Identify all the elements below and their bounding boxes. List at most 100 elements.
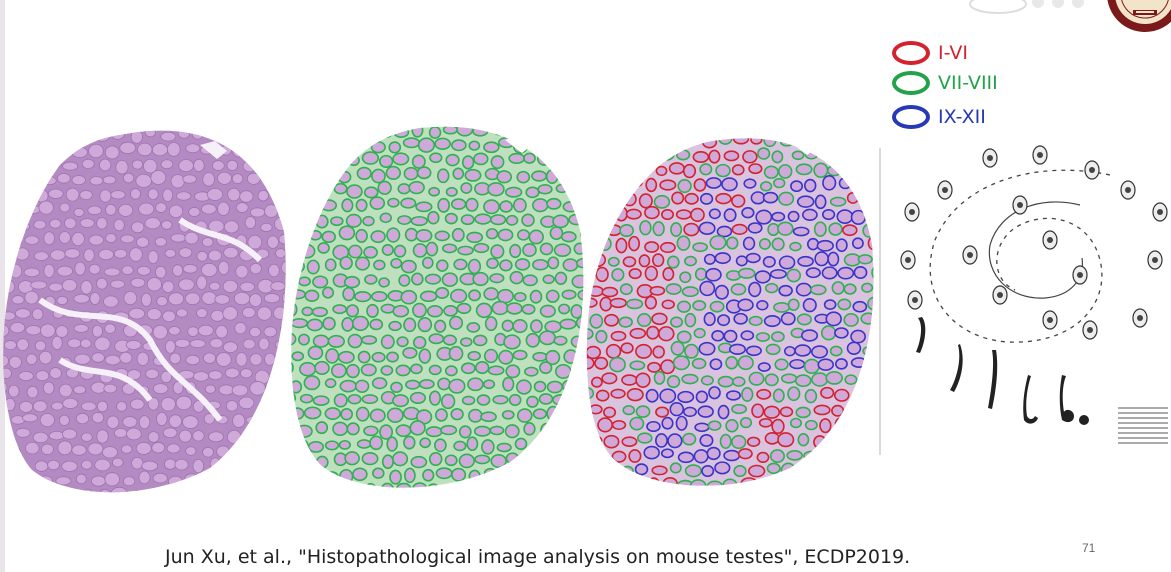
tubule [700, 375, 714, 386]
tubule [634, 463, 649, 476]
tubule [601, 372, 618, 385]
tubule [428, 364, 442, 376]
tubule [380, 482, 395, 488]
tubule [689, 479, 707, 486]
tubule [723, 208, 737, 223]
tubule [581, 470, 584, 484]
tubule [668, 162, 685, 175]
tubule [850, 357, 868, 368]
tubule [522, 126, 540, 137]
tubule [116, 401, 128, 412]
tubule [135, 441, 152, 455]
tubule [151, 441, 166, 454]
tubule [803, 178, 817, 193]
cell-nucleus-icon [909, 209, 915, 215]
tubule [341, 316, 354, 332]
tubule [676, 149, 691, 161]
tubule [274, 340, 286, 350]
tubule [387, 197, 400, 208]
tubule [162, 188, 174, 203]
tubule [333, 393, 348, 408]
tubule [3, 233, 6, 244]
tubule [154, 112, 164, 126]
tubule [771, 211, 786, 222]
tubule [338, 138, 351, 152]
tubule [330, 216, 344, 227]
tubule [456, 126, 474, 137]
tubule [628, 149, 645, 160]
tubule [89, 176, 104, 186]
tubule [244, 216, 257, 229]
tubule [405, 112, 417, 122]
tubule [235, 264, 249, 279]
tubule [645, 388, 659, 403]
cell-nucleus-icon [987, 155, 993, 161]
tubule [57, 440, 73, 456]
tubule [838, 149, 852, 163]
tubule [643, 445, 660, 460]
tubule [160, 159, 174, 170]
tubule [103, 295, 119, 308]
tubule [38, 475, 53, 486]
tubule [371, 377, 388, 390]
tubule [773, 301, 791, 313]
tubule [193, 158, 205, 172]
tubule [811, 372, 829, 387]
tubule [475, 361, 490, 375]
cell-nucleus-icon [1137, 315, 1143, 321]
tubule [147, 397, 160, 411]
tubule [807, 237, 820, 251]
tubule [233, 476, 245, 487]
tubule [748, 315, 763, 327]
tubule [239, 190, 254, 203]
tubule [295, 424, 313, 438]
tubule [416, 166, 432, 180]
tubule [187, 326, 199, 337]
tubule [546, 405, 560, 422]
tubule [639, 220, 652, 236]
tubule [8, 446, 21, 456]
tubule [48, 188, 64, 199]
tubule [3, 279, 16, 294]
tubule [572, 422, 584, 434]
tubule [144, 130, 156, 138]
tubule [232, 144, 245, 158]
tubule [695, 390, 709, 404]
tubule [86, 115, 102, 124]
tubule [667, 433, 683, 449]
tubule [741, 206, 755, 219]
tubule [332, 421, 349, 437]
tubule [318, 151, 331, 166]
tubule [223, 220, 240, 234]
tubule [174, 338, 191, 348]
tubule [87, 205, 102, 216]
tubule [655, 406, 670, 418]
tubule [692, 151, 710, 164]
tubule [857, 165, 874, 176]
tubule [331, 484, 349, 488]
tubule [467, 350, 482, 361]
tubule [764, 282, 779, 294]
tubule [66, 130, 79, 143]
tubule [132, 490, 144, 493]
tubule [444, 212, 458, 225]
tubule [22, 413, 38, 423]
tubule [714, 252, 731, 265]
tubule [434, 230, 450, 242]
tubule [141, 460, 159, 472]
tubule [99, 488, 111, 493]
tubule [601, 286, 619, 298]
tubule [861, 195, 874, 207]
tubule [16, 338, 30, 351]
tubule [369, 318, 384, 331]
tubule [409, 391, 427, 405]
tubule [571, 274, 584, 289]
tubule [759, 181, 773, 192]
tubule [351, 315, 370, 332]
tubule [723, 329, 738, 343]
tubule [152, 472, 168, 484]
tubule [83, 248, 95, 262]
tubule [774, 358, 789, 371]
tubule [789, 417, 802, 429]
tubule [215, 471, 233, 486]
